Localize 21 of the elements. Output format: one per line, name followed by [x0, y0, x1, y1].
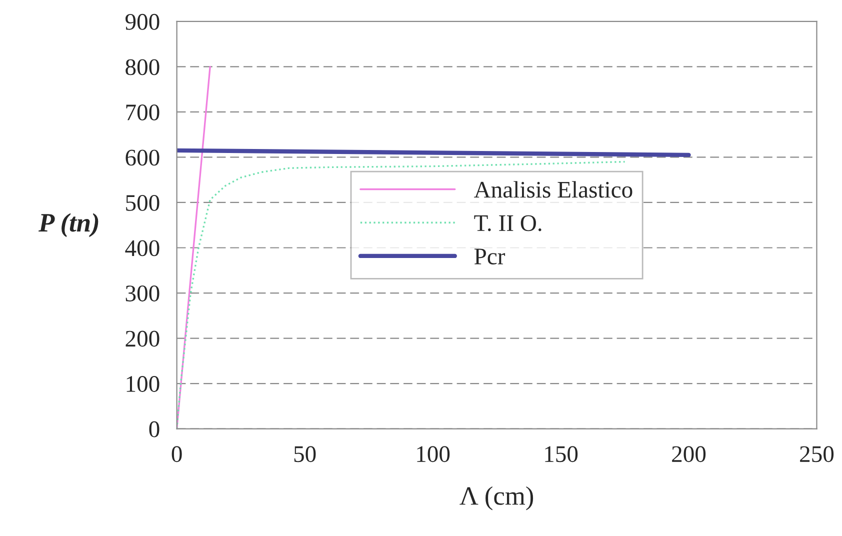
- y-tick-label: 900: [125, 14, 160, 30]
- x-tick-label: 200: [672, 446, 706, 462]
- y-tick-label: 300: [126, 286, 160, 302]
- y-tick-label: 800: [126, 59, 160, 76]
- x-tick-label: 250: [800, 446, 834, 462]
- y-tick-label: 400: [125, 240, 160, 256]
- y-tick-label: 200: [126, 330, 160, 347]
- x-tick-label: 150: [545, 446, 578, 462]
- legend-label: Analisis Elastico: [474, 181, 632, 198]
- y-axis-title: P (tn): [38, 213, 98, 238]
- y-tick-label: 100: [126, 376, 160, 392]
- y-tick-label: 500: [126, 194, 160, 211]
- x-axis-title: Λ (cm): [460, 486, 534, 510]
- x-tick-label: 0: [172, 446, 182, 462]
- legend-label: Pcr: [474, 248, 506, 264]
- y-tick-label: 0: [149, 421, 160, 438]
- y-tick-label: 600: [126, 150, 160, 166]
- legend-label: T. II O.: [474, 215, 542, 232]
- x-tick-label: 50: [294, 446, 316, 462]
- y-tick-label: 700: [126, 104, 160, 120]
- x-tick-label: 100: [417, 446, 450, 462]
